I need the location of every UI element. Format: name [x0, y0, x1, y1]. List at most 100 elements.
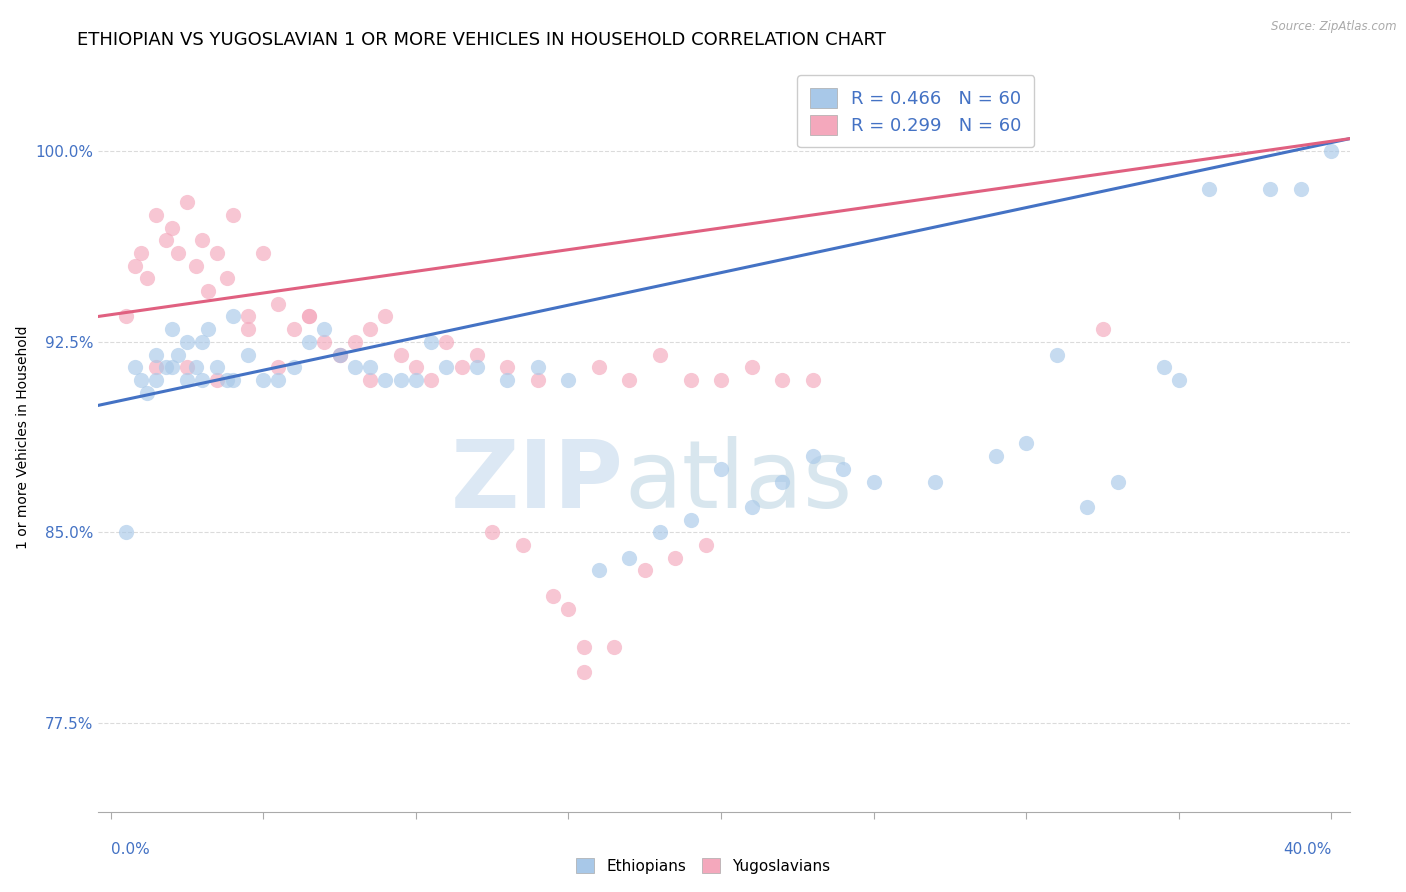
Point [588, 563, 610, 577]
Point [496, 373, 519, 387]
Point [1320, 145, 1343, 159]
Point [267, 373, 290, 387]
Point [298, 310, 321, 324]
Point [136, 271, 159, 285]
Point [207, 246, 229, 260]
Point [359, 322, 381, 336]
Point [741, 360, 763, 375]
Point [124, 259, 146, 273]
Legend: Ethiopians, Yugoslavians: Ethiopians, Yugoslavians [569, 852, 837, 880]
Point [924, 475, 946, 489]
Point [770, 475, 793, 489]
Point [405, 360, 427, 375]
Point [145, 208, 167, 222]
Point [176, 373, 198, 387]
Point [420, 334, 443, 349]
Point [328, 347, 350, 361]
Point [695, 538, 717, 552]
Point [215, 271, 238, 285]
Point [343, 334, 366, 349]
Legend: R = 0.466   N = 60, R = 0.299   N = 60: R = 0.466 N = 60, R = 0.299 N = 60 [797, 75, 1035, 147]
Point [679, 513, 702, 527]
Point [236, 347, 259, 361]
Point [197, 284, 219, 298]
Point [405, 373, 427, 387]
Point [328, 347, 350, 361]
Point [679, 373, 702, 387]
Point [155, 360, 177, 375]
Point [222, 373, 245, 387]
Point [634, 563, 657, 577]
Point [1153, 360, 1175, 375]
Point [283, 360, 305, 375]
Point [619, 373, 641, 387]
Point [129, 373, 152, 387]
Point [236, 310, 259, 324]
Point [1046, 347, 1069, 361]
Point [374, 373, 396, 387]
Point [155, 233, 177, 247]
Point [359, 360, 381, 375]
Point [191, 373, 214, 387]
Point [710, 373, 733, 387]
Point [166, 347, 188, 361]
Point [496, 360, 519, 375]
Text: 40.0%: 40.0% [1284, 842, 1331, 857]
Point [215, 373, 238, 387]
Text: ETHIOPIAN VS YUGOSLAVIAN 1 OR MORE VEHICLES IN HOUSEHOLD CORRELATION CHART: ETHIOPIAN VS YUGOSLAVIAN 1 OR MORE VEHIC… [77, 31, 886, 49]
Point [115, 525, 138, 540]
Point [648, 525, 671, 540]
Point [619, 550, 641, 565]
Point [527, 373, 550, 387]
Point [222, 208, 245, 222]
Point [465, 360, 488, 375]
Point [207, 360, 229, 375]
Point [770, 373, 793, 387]
Point [1091, 322, 1114, 336]
Point [115, 310, 138, 324]
Point [197, 322, 219, 336]
Point [741, 500, 763, 514]
Point [166, 246, 188, 260]
Text: 0.0%: 0.0% [111, 842, 149, 857]
Point [450, 360, 472, 375]
Point [267, 360, 290, 375]
Point [664, 550, 686, 565]
Point [481, 525, 503, 540]
Point [191, 233, 214, 247]
Text: Source: ZipAtlas.com: Source: ZipAtlas.com [1271, 20, 1396, 33]
Point [176, 195, 198, 210]
Y-axis label: 1 or more Vehicles in Household: 1 or more Vehicles in Household [15, 326, 30, 549]
Point [420, 373, 443, 387]
Text: ZIP: ZIP [451, 436, 624, 528]
Point [359, 373, 381, 387]
Point [314, 322, 336, 336]
Point [129, 246, 152, 260]
Point [541, 589, 564, 603]
Point [648, 347, 671, 361]
Point [832, 462, 855, 476]
Point [314, 334, 336, 349]
Point [374, 310, 396, 324]
Point [328, 347, 350, 361]
Point [184, 259, 207, 273]
Point [1198, 182, 1220, 196]
Point [801, 373, 824, 387]
Point [124, 360, 146, 375]
Point [222, 310, 245, 324]
Point [252, 373, 274, 387]
Point [160, 360, 183, 375]
Point [1076, 500, 1098, 514]
Point [1260, 182, 1282, 196]
Point [984, 449, 1007, 463]
Text: atlas: atlas [624, 436, 852, 528]
Point [572, 640, 595, 654]
Point [136, 385, 159, 400]
Point [252, 246, 274, 260]
Point [862, 475, 884, 489]
Point [527, 360, 550, 375]
Point [710, 462, 733, 476]
Point [1107, 475, 1129, 489]
Point [267, 297, 290, 311]
Point [434, 334, 457, 349]
